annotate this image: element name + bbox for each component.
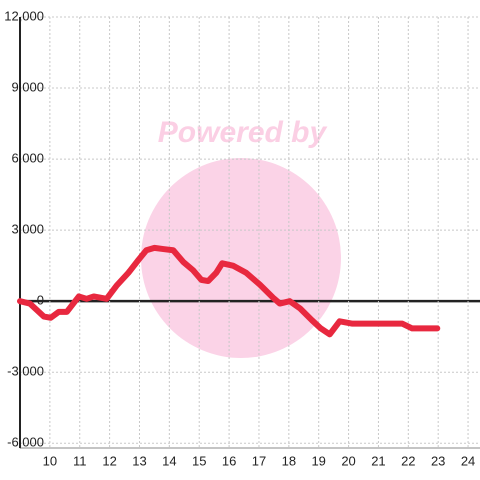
y-tick-label: -6,000 xyxy=(7,435,44,450)
grid xyxy=(19,16,480,449)
y-tick-label: 6,000 xyxy=(11,151,44,166)
y-tick-label: 3,000 xyxy=(11,222,44,237)
x-tick-label: 16 xyxy=(222,453,236,468)
x-tick-label: 14 xyxy=(162,453,176,468)
x-tick-label: 21 xyxy=(371,453,385,468)
x-tick-label: 10 xyxy=(43,453,57,468)
x-tick-label: 13 xyxy=(132,453,146,468)
x-tick-label: 18 xyxy=(282,453,296,468)
x-tick-label: 11 xyxy=(73,453,87,468)
x-tick-label: 22 xyxy=(401,453,415,468)
x-tick-label: 20 xyxy=(341,453,355,468)
y-tick-label: 9,000 xyxy=(11,79,44,94)
y-tick-label: -3,000 xyxy=(7,364,44,379)
x-tick-label: 12 xyxy=(102,453,116,468)
watermark-logo xyxy=(141,158,341,358)
line xyxy=(17,244,441,338)
x-tick-label: 15 xyxy=(192,453,206,468)
y-tick-label: 12,000 xyxy=(4,8,44,23)
x-tick-label: 17 xyxy=(252,453,266,468)
x-tick-label: 23 xyxy=(431,453,445,468)
x-tick-label: 19 xyxy=(311,453,325,468)
x-tick-label: 24 xyxy=(461,453,475,468)
y-tick-label: 0 xyxy=(37,293,44,308)
watermark: Powered by xyxy=(158,116,328,149)
plot xyxy=(17,244,441,338)
